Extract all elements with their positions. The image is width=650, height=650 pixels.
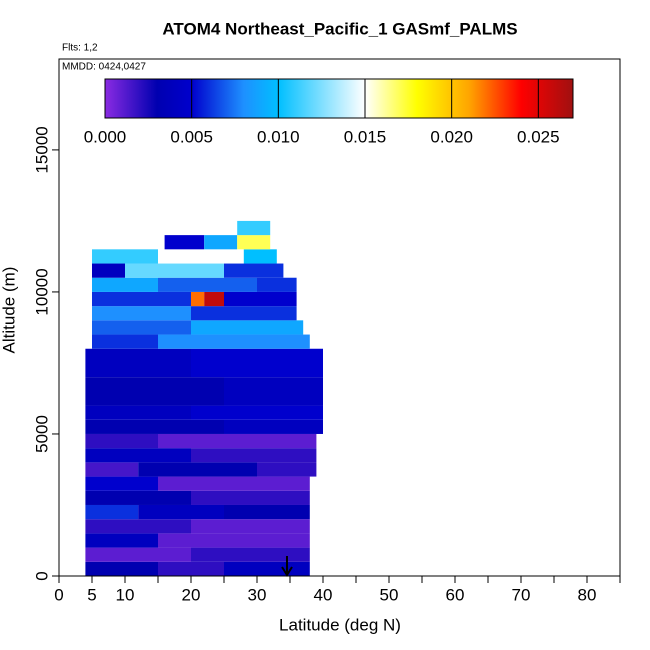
cell	[158, 476, 310, 491]
cell	[224, 291, 297, 307]
cell	[191, 320, 304, 335]
x-tick-label: 60	[446, 585, 465, 604]
cell	[138, 504, 224, 520]
axes: 0 5 10 20 30 40 50 60 70 80 0 5000 10000 15000	[32, 126, 621, 604]
colorbar	[104, 78, 574, 119]
cell	[85, 519, 191, 534]
cell	[224, 561, 310, 576]
y-tick-label: 5000	[32, 415, 51, 453]
y-tick-label: 10000	[32, 268, 51, 315]
x-tick-label: 30	[248, 585, 267, 604]
x-tick-label: 0	[54, 585, 63, 604]
cell	[158, 433, 317, 449]
cell	[191, 519, 310, 534]
cell	[224, 263, 284, 278]
cell	[191, 490, 310, 505]
cell	[158, 561, 224, 576]
x-tick-label: 20	[182, 585, 201, 604]
plot-frame	[58, 58, 621, 577]
x-axis-label: Latitude (deg N)	[279, 615, 401, 634]
cell	[191, 306, 297, 321]
cell	[85, 490, 191, 505]
cell	[237, 220, 271, 236]
x-tick-label: 80	[578, 585, 597, 604]
y-tick-label: 0	[32, 571, 51, 580]
date-note: MMDD: 0424,0427	[62, 62, 146, 73]
cell	[125, 263, 224, 278]
cell	[92, 291, 191, 307]
cell	[191, 348, 323, 378]
cell	[204, 235, 238, 250]
cell	[224, 504, 310, 520]
cell	[92, 306, 191, 321]
cell	[85, 448, 191, 463]
x-tick-label: 50	[380, 585, 399, 604]
cell	[92, 277, 158, 292]
cell	[158, 334, 310, 349]
cell	[191, 448, 317, 463]
cell	[191, 405, 323, 420]
cell	[224, 377, 323, 406]
cell	[257, 462, 317, 477]
cell	[224, 419, 323, 434]
cell	[85, 419, 225, 434]
colorbar-tick-label: 0.010	[257, 127, 300, 146]
colorbar-tick-label: 0.000	[84, 127, 127, 146]
cell	[191, 291, 205, 307]
cell	[158, 277, 257, 292]
cell	[85, 462, 139, 477]
colorbar-tick-label: 0.025	[517, 127, 560, 146]
y-axis-label: Altitude (m)	[0, 267, 18, 354]
flight-arrow	[281, 556, 293, 577]
colorbar-tick-label: 0.005	[170, 127, 213, 146]
cell	[85, 433, 158, 449]
flights-note: Flts: 1,2	[62, 43, 98, 54]
cell	[85, 348, 191, 378]
y-tick-label: 15000	[32, 126, 51, 173]
cell	[85, 533, 158, 548]
cell	[158, 249, 244, 264]
cell	[138, 462, 257, 477]
colorbar-tick-label: 0.020	[430, 127, 473, 146]
x-tick-label: 5	[87, 585, 96, 604]
heatmap	[85, 220, 323, 576]
cell	[85, 377, 225, 406]
x-tick-label: 70	[512, 585, 531, 604]
cell	[92, 320, 191, 335]
cell	[85, 547, 191, 562]
cell	[257, 277, 297, 292]
cell	[85, 405, 191, 420]
cell	[85, 561, 158, 576]
x-tick-label: 10	[116, 585, 135, 604]
cell	[164, 235, 205, 250]
cell	[85, 504, 139, 520]
x-tick-label: 40	[314, 585, 333, 604]
cell	[92, 249, 158, 264]
chart-title: ATOM4 Northeast_Pacific_1 GASmf_PALMS	[162, 19, 517, 38]
cell	[204, 291, 224, 307]
cell	[85, 476, 158, 491]
cell	[191, 547, 310, 562]
cell	[158, 533, 310, 548]
cell	[243, 249, 277, 264]
cell	[237, 235, 271, 250]
colorbar-tick-label: 0.015	[344, 127, 387, 146]
cell	[92, 263, 125, 278]
cell	[92, 334, 158, 349]
